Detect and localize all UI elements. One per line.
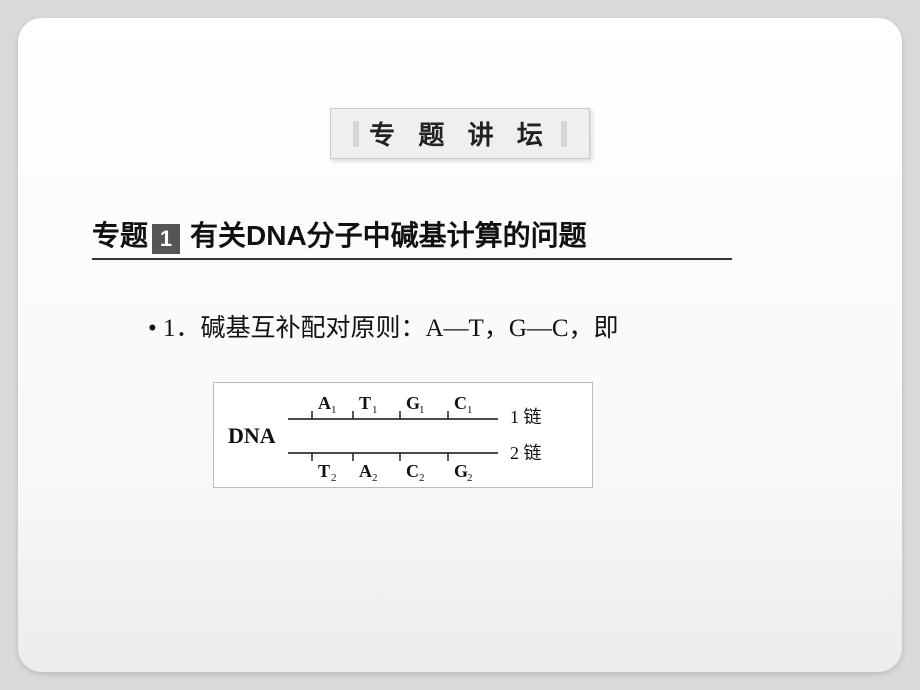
- topic-title: 有关DNA分子中碱基计算的问题: [190, 214, 587, 254]
- svg-text:1: 1: [331, 404, 337, 416]
- dna-diagram: DNA A1T2T1A2G1C2C1G21 链2 链: [214, 383, 592, 487]
- topic-heading: 专题 1 有关DNA分子中碱基计算的问题: [92, 214, 732, 260]
- dna-label: DNA: [228, 423, 276, 449]
- svg-text:2: 2: [467, 472, 473, 484]
- header-bar-left: [353, 121, 359, 147]
- slide-page: 专 题 讲 坛 专题 1 有关DNA分子中碱基计算的问题 • 1．碱基互补配对原…: [18, 18, 902, 672]
- svg-text:2: 2: [331, 472, 337, 484]
- section-header-row: 专 题 讲 坛: [18, 108, 902, 159]
- dna-diagram-panel: DNA A1T2T1A2G1C2C1G21 链2 链: [213, 382, 593, 488]
- svg-text:A: A: [318, 393, 331, 413]
- svg-text:G: G: [454, 461, 468, 481]
- svg-text:2: 2: [419, 472, 425, 484]
- svg-text:1 链: 1 链: [510, 407, 542, 427]
- topic-number-badge: 1: [152, 224, 180, 254]
- svg-text:1: 1: [372, 404, 378, 416]
- svg-text:C: C: [454, 393, 467, 413]
- section-header-chip: 专 题 讲 坛: [330, 108, 590, 159]
- topic-label: 专题: [92, 214, 148, 254]
- svg-text:1: 1: [419, 404, 425, 416]
- svg-text:2: 2: [372, 472, 378, 484]
- header-bar-right: [561, 121, 567, 147]
- svg-text:C: C: [406, 461, 419, 481]
- body-bullet-1: • 1．碱基互补配对原则：A—T，G—C，即: [148, 308, 619, 344]
- svg-text:T: T: [318, 461, 330, 481]
- svg-text:G: G: [406, 393, 420, 413]
- section-header-text: 专 题 讲 坛: [369, 120, 551, 150]
- dna-strands-svg: A1T2T1A2G1C2C1G21 链2 链: [288, 383, 588, 489]
- svg-text:1: 1: [467, 404, 473, 416]
- svg-text:T: T: [359, 393, 371, 413]
- svg-text:2 链: 2 链: [510, 443, 542, 463]
- svg-text:A: A: [359, 461, 372, 481]
